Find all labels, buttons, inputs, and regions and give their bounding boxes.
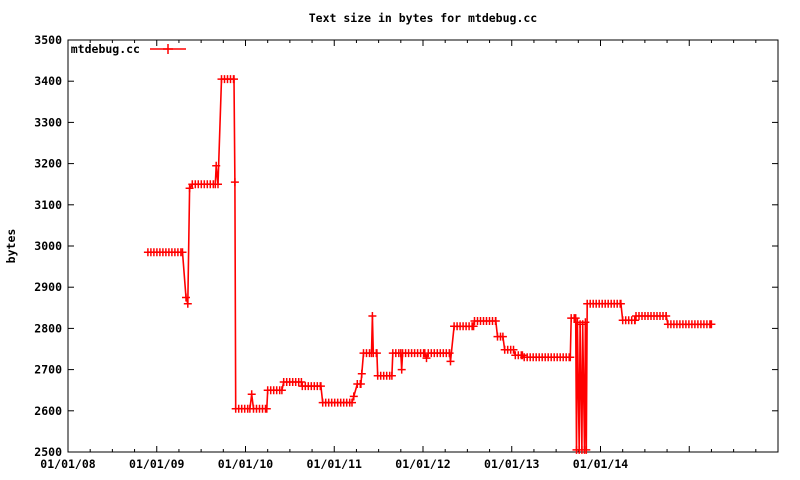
x-tick-label: 01/01/14 <box>573 457 628 471</box>
x-tick-label: 01/01/13 <box>484 457 539 471</box>
chart-title: Text size in bytes for mtdebug.cc <box>309 11 537 25</box>
y-tick-label: 2600 <box>34 404 62 418</box>
y-tick-label: 3000 <box>34 239 62 253</box>
x-tick-label: 01/01/11 <box>307 457 362 471</box>
x-tick-label: 01/01/09 <box>129 457 184 471</box>
y-tick-label: 3100 <box>34 198 62 212</box>
y-tick-label: 2500 <box>34 445 62 459</box>
plot-border <box>67 39 779 453</box>
legend-plus-marker-icon <box>163 44 173 54</box>
y-tick-label: 3400 <box>34 74 62 88</box>
y-tick-label: 3300 <box>34 115 62 129</box>
x-tick-label: 01/01/10 <box>218 457 273 471</box>
y-tick-label: 3500 <box>34 33 62 47</box>
y-tick-label: 2800 <box>34 321 62 335</box>
data-series <box>143 75 716 454</box>
series-plus-markers <box>143 75 716 454</box>
x-tick-label: 01/01/12 <box>395 457 450 471</box>
legend-entry-label: mtdebug.cc <box>71 42 140 56</box>
x-tick-label: 01/01/08 <box>40 457 95 471</box>
y-tick-label: 2900 <box>34 280 62 294</box>
axes: 2500 2600 2700 2800 2900 3000 3100 3200 3300 3400… <box>34 33 779 471</box>
series-line <box>147 78 712 450</box>
y-tick-label: 3200 <box>34 157 62 171</box>
legend: mtdebug.cc <box>71 42 186 56</box>
y-axis-label: bytes <box>4 229 18 264</box>
y-tick-label: 2700 <box>34 363 62 377</box>
